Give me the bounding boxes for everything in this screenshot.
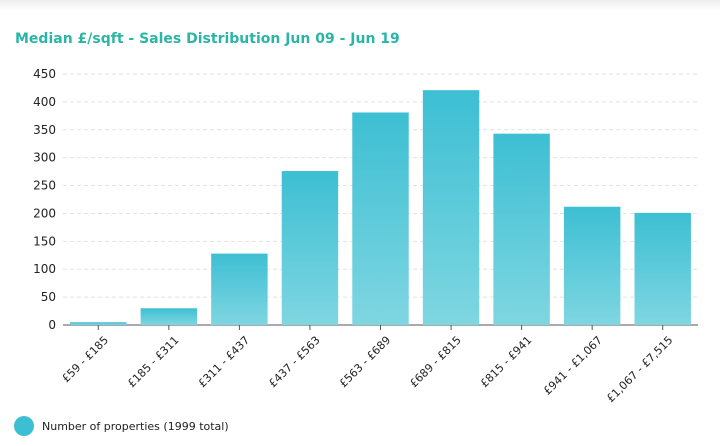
x-tick-label: £311 - £437 [196, 334, 253, 391]
bar[interactable] [563, 206, 621, 325]
y-tick-label: 400 [33, 95, 56, 109]
x-tick-label: £563 - £689 [337, 334, 394, 391]
x-tick-label: £59 - £185 [59, 334, 111, 386]
y-tick-label: 300 [33, 151, 56, 165]
y-axis: 0 50 100 150 200 250 300 350 400 450 [33, 67, 56, 332]
bar[interactable] [422, 90, 480, 325]
y-tick-label: 250 [33, 179, 56, 193]
bar[interactable] [493, 133, 550, 325]
legend[interactable]: Number of properties (1999 total) [14, 415, 229, 437]
bar[interactable] [140, 308, 198, 325]
top-shadow [0, 0, 720, 10]
y-tick-label: 450 [33, 67, 56, 81]
x-tick-label: £941 - £1,067 [541, 334, 605, 398]
bar[interactable] [281, 171, 339, 325]
x-tick-label: £689 - £815 [407, 334, 464, 391]
y-tick-label: 150 [33, 234, 56, 248]
legend-label: Number of properties (1999 total) [42, 419, 229, 433]
bar[interactable] [211, 253, 268, 325]
y-tick-label: 200 [33, 206, 56, 220]
legend-swatch [14, 416, 34, 436]
x-tick-label: £185 - £311 [125, 334, 182, 391]
x-tick-label: £437 - £563 [266, 334, 323, 391]
y-tick-label: 100 [33, 262, 56, 276]
x-axis: £59 - £185 £185 - £311 £311 - £437 £437 - £… [59, 325, 676, 405]
bar[interactable] [352, 112, 409, 325]
bars [70, 90, 691, 325]
chart-title: Median £/sqft - Sales Distribution Jun 0… [15, 31, 400, 47]
y-tick-label: 0 [48, 318, 56, 332]
y-tick-label: 350 [33, 123, 56, 137]
y-tick-label: 50 [41, 290, 56, 304]
x-tick-label: £1,067 - £7,515 [604, 334, 675, 405]
bar[interactable] [634, 212, 691, 325]
bar[interactable] [70, 322, 127, 325]
x-tick-label: £815 - £941 [478, 334, 535, 391]
